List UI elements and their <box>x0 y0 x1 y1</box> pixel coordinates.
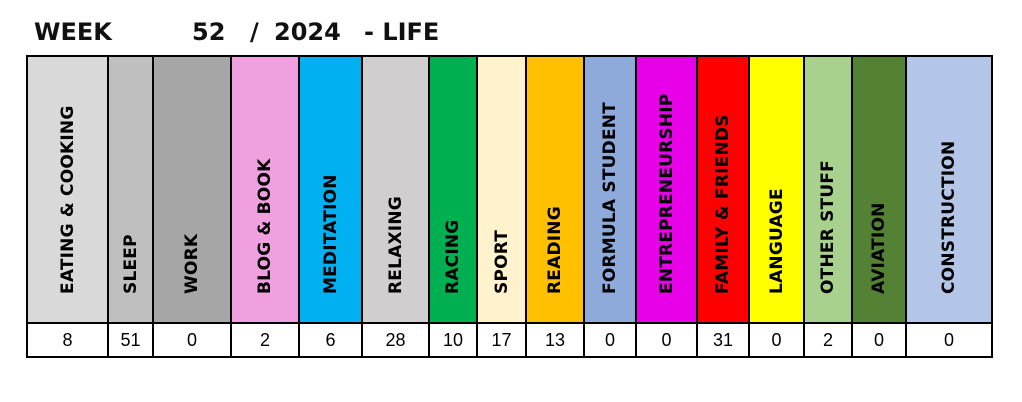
category-column: EATING & COOKING 8 <box>28 57 109 356</box>
category-label: READING <box>545 206 565 294</box>
category-label: WORK <box>182 233 202 294</box>
category-label: SLEEP <box>120 234 141 294</box>
category-header: CONSTRUCTION <box>907 57 991 324</box>
category-value: 0 <box>186 329 197 350</box>
category-value: 2 <box>822 329 833 350</box>
category-header: OTHER STUFF <box>805 57 851 324</box>
category-value: 31 <box>712 329 734 350</box>
category-header: AVIATION <box>853 57 905 324</box>
category-value: 0 <box>771 329 782 350</box>
category-value: 0 <box>604 329 615 350</box>
category-value: 6 <box>325 329 336 350</box>
category-label: MEDITATION <box>320 174 341 294</box>
category-column: SPORT 17 <box>478 57 527 356</box>
category-column: BLOG & BOOK 2 <box>232 57 300 356</box>
category-value: 0 <box>873 329 884 350</box>
category-label: CONSTRUCTION <box>939 140 959 294</box>
category-header: EATING & COOKING <box>28 57 107 324</box>
category-header: MEDITATION <box>300 57 361 324</box>
category-column: READING 13 <box>527 57 585 356</box>
category-column: LANGUAGE 0 <box>750 57 805 356</box>
category-value: 10 <box>442 329 464 350</box>
category-label: RACING <box>443 219 463 294</box>
category-label: FORMULA STUDENT <box>600 102 620 294</box>
category-value: 0 <box>943 329 954 350</box>
category-label: BLOG & BOOK <box>255 158 275 295</box>
category-header: ENTREPRENEURSHIP <box>637 57 696 324</box>
category-header: READING <box>527 57 583 324</box>
category-column: ENTREPRENEURSHIP 0 <box>637 57 698 356</box>
category-label: AVIATION <box>869 202 889 294</box>
category-table: EATING & COOKING 8 SLEEP 51 WORK 0 BLOG … <box>26 55 993 358</box>
category-label: LANGUAGE <box>766 188 787 294</box>
category-header: SPORT <box>478 57 525 324</box>
category-label: RELAXING <box>385 196 406 294</box>
category-label: SPORT <box>491 229 512 294</box>
category-value: 13 <box>544 329 566 350</box>
category-value: 8 <box>62 329 73 350</box>
category-header: FAMILY & FRIENDS <box>698 57 748 324</box>
category-label: FAMILY & FRIENDS <box>713 114 733 294</box>
category-column: CONSTRUCTION 0 <box>907 57 991 356</box>
category-label: EATING & COOKING <box>57 105 78 294</box>
section-title: - LIFE <box>364 18 440 46</box>
category-header: WORK <box>154 57 230 324</box>
category-column: FAMILY & FRIENDS 31 <box>698 57 750 356</box>
category-column: WORK 0 <box>154 57 232 356</box>
category-column: SLEEP 51 <box>109 57 154 356</box>
category-column: RELAXING 28 <box>363 57 430 356</box>
category-value: 2 <box>259 329 270 350</box>
category-column: RACING 10 <box>430 57 478 356</box>
category-column: OTHER STUFF 2 <box>805 57 853 356</box>
year: 2024 <box>274 18 341 46</box>
week-number: 52 <box>192 18 226 46</box>
category-value: 51 <box>120 329 141 350</box>
page-title: WEEK 52 / 2024 - LIFE <box>34 14 439 50</box>
category-header: RELAXING <box>363 57 428 324</box>
category-header: BLOG & BOOK <box>232 57 298 324</box>
category-header: SLEEP <box>109 57 152 324</box>
week-label: WEEK <box>34 18 112 46</box>
category-label: ENTREPRENEURSHIP <box>656 93 677 295</box>
category-value: 0 <box>661 329 672 350</box>
category-header: FORMULA STUDENT <box>585 57 635 324</box>
category-column: FORMULA STUDENT 0 <box>585 57 637 356</box>
category-value: 28 <box>385 329 406 350</box>
category-label: OTHER STUFF <box>818 160 838 294</box>
category-column: MEDITATION 6 <box>300 57 363 356</box>
category-header: RACING <box>430 57 476 324</box>
category-header: LANGUAGE <box>750 57 803 324</box>
category-value: 17 <box>491 329 512 350</box>
title-separator: / <box>250 18 259 46</box>
category-column: AVIATION 0 <box>853 57 907 356</box>
